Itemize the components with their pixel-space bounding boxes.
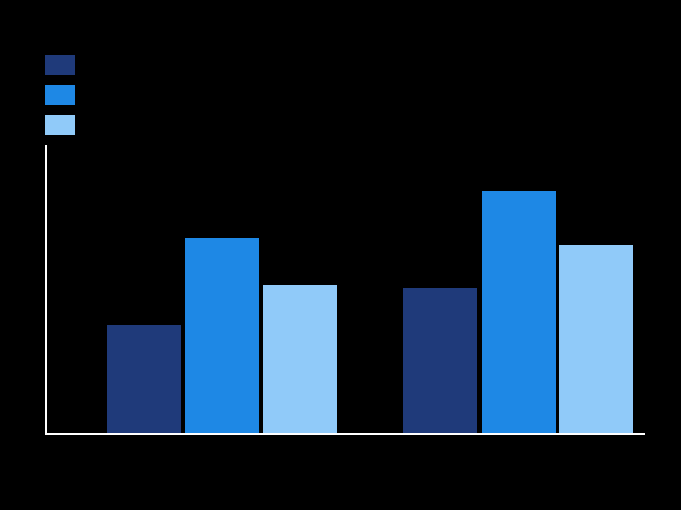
chart-canvas xyxy=(0,0,681,510)
legend-swatch-2 xyxy=(45,85,75,105)
legend xyxy=(45,50,83,140)
legend-swatch-3 xyxy=(45,115,75,135)
legend-item-2 xyxy=(45,80,83,110)
bar-g1-s1 xyxy=(482,191,556,433)
bar-g0-s2 xyxy=(263,285,337,433)
bar-g1-s0 xyxy=(403,288,477,433)
legend-item-3 xyxy=(45,110,83,140)
legend-item-1 xyxy=(45,50,83,80)
bar-g0-s0 xyxy=(107,325,181,433)
plot-area xyxy=(45,145,645,435)
bar-g0-s1 xyxy=(185,238,259,433)
bars-container xyxy=(45,145,645,435)
legend-swatch-1 xyxy=(45,55,75,75)
bar-g1-s2 xyxy=(559,245,633,433)
